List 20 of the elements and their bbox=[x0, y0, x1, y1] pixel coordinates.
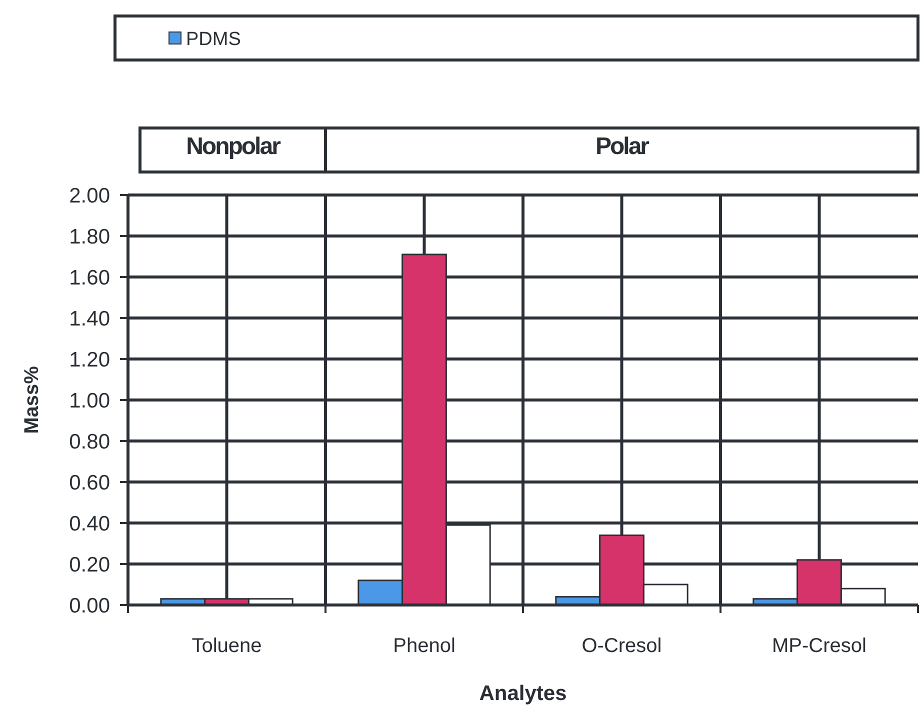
text: Polar bbox=[595, 133, 650, 160]
y-tick-label: 0.60 bbox=[69, 472, 110, 495]
y-tick-label: 0.00 bbox=[69, 594, 110, 618]
x-tick-label: Phenol bbox=[393, 635, 456, 657]
y-tick-label: 0.20 bbox=[69, 554, 110, 577]
y-tick-label: 1.60 bbox=[69, 266, 110, 290]
legend-label: PDMS bbox=[186, 29, 241, 50]
x-tick-label: Toluene bbox=[192, 635, 262, 657]
y-tick-label: 1.80 bbox=[69, 226, 110, 249]
y-tick-label: 0.80 bbox=[69, 430, 110, 454]
y-axis-title: Mass% bbox=[21, 366, 43, 434]
y-tick-label: 1.00 bbox=[69, 390, 110, 413]
y-tick-label: 0.40 bbox=[69, 512, 110, 536]
y-tick-label: 1.40 bbox=[69, 308, 110, 331]
x-tick-label: O-Cresol bbox=[582, 635, 662, 657]
y-tick-label: 2.00 bbox=[69, 184, 110, 208]
text: Nonpolar bbox=[186, 133, 281, 160]
y-tick-label: 1.20 bbox=[69, 348, 110, 372]
x-axis-title: Analytes bbox=[479, 682, 567, 705]
x-tick-label: MP-Cresol bbox=[772, 635, 866, 657]
